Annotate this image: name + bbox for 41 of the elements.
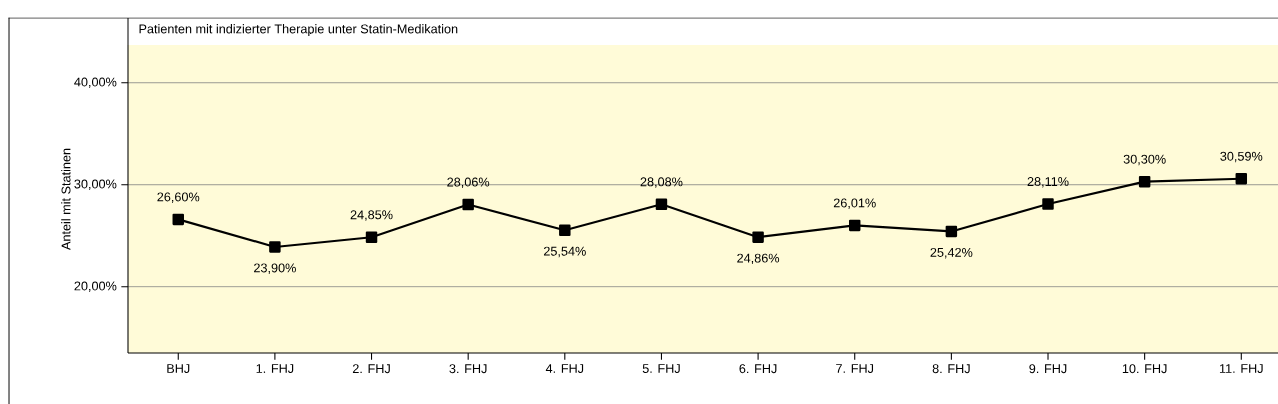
point [655,198,668,211]
x-tick-label: 11. FHJ [1219,364,1263,373]
point [848,219,861,232]
y-tick-label: 30,00% [74,179,117,190]
data-label: 30,59% [1220,151,1263,163]
x-tick-label: 9. FHJ [1029,364,1067,374]
point [269,241,281,253]
data-label: 24,86% [737,253,780,265]
x-tick-label: 4. FHJ [545,364,584,373]
point [462,198,474,211]
y-tick-label: 20,00% [74,281,117,292]
data-label: 28,11% [1027,177,1069,188]
point [172,213,184,226]
data-label: 30,30% [1123,154,1166,166]
data-label: 26,01% [833,198,876,209]
x-tick-label: 8. FHJ [932,364,970,374]
chart-title: Patienten mit indizierter Therapie unter Statin-Medikation [139,24,458,36]
x-tick-label: 10. FHJ [1122,364,1167,374]
x-tick-label: BHJ [167,364,190,373]
data-label: 26,60% [157,192,200,203]
data-label: 28,08% [640,177,683,188]
x-tick-label: 1. FHJ [256,364,294,373]
data-label: 24,85% [350,210,393,221]
point [1138,175,1151,188]
point [752,231,764,243]
x-tick-label: 7. FHJ [836,364,874,373]
point [1235,172,1248,185]
data-label: 25,42% [930,247,973,259]
point [1042,198,1054,210]
x-tick-label: 6. FHJ [739,364,777,374]
point [945,225,958,238]
point [559,224,571,236]
y-tick-label: 40,00% [74,77,117,88]
point [365,231,378,243]
data-label: 28,06% [447,177,490,189]
data-label: 25,54% [543,246,586,258]
x-tick-label: 3. FHJ [449,364,487,374]
y-axis-title: Anteil mit Statinen [61,148,71,251]
data-label: 23,90% [254,263,296,274]
x-tick-label: 2. FHJ [352,364,390,374]
x-tick-label: 5. FHJ [642,364,680,373]
